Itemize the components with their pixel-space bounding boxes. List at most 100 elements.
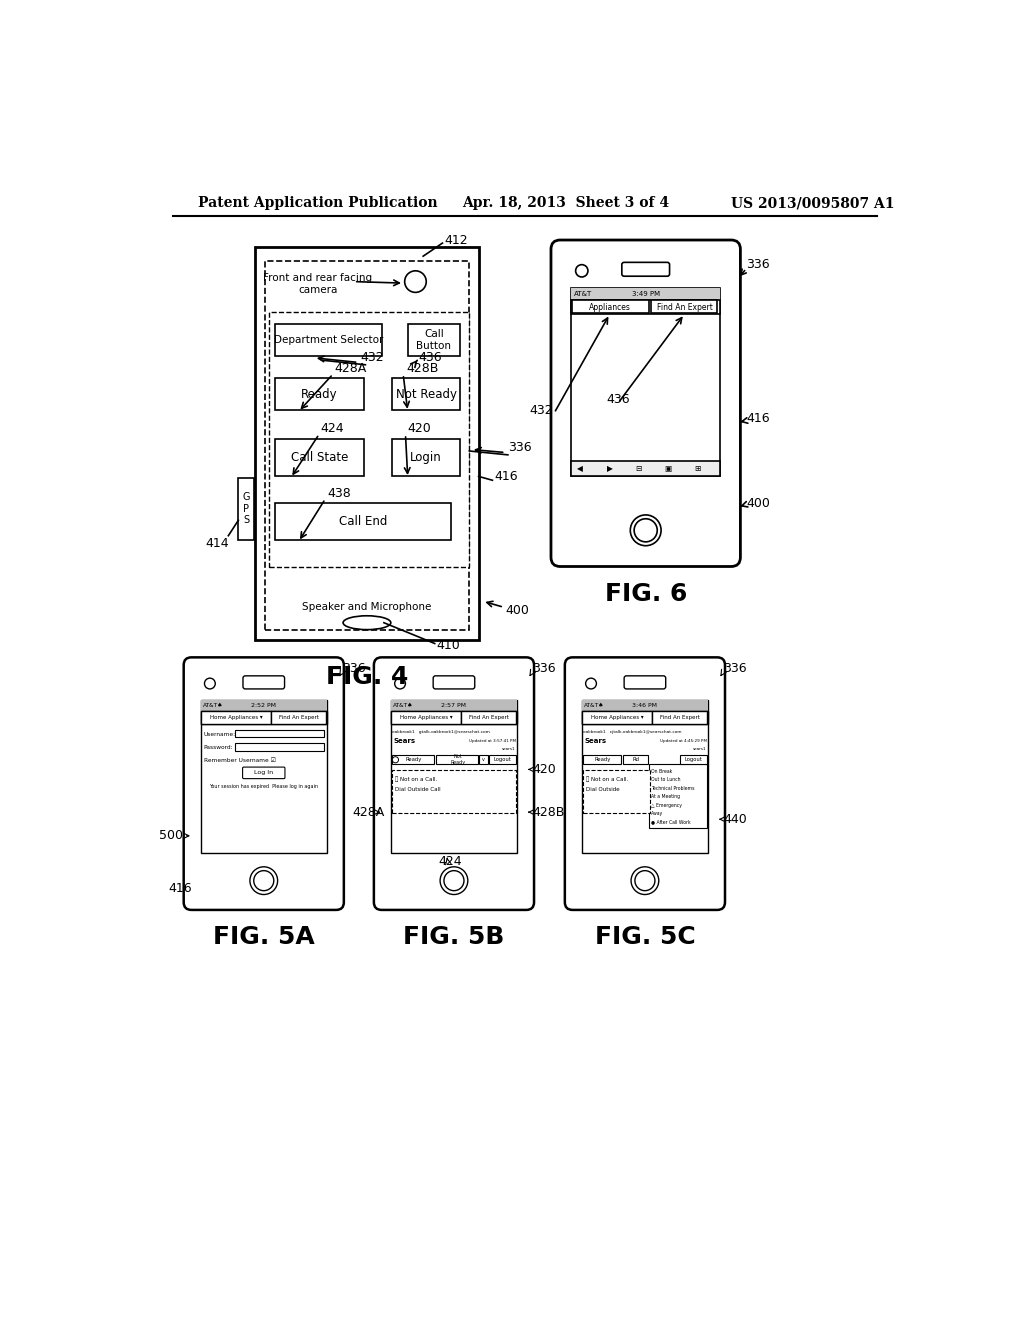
Text: Ⓝ Not on a Call.: Ⓝ Not on a Call. [395,776,437,781]
Bar [582,701,708,711]
Text: 416: 416 [168,882,191,895]
Bar [461,711,516,723]
Bar [239,478,254,540]
Text: 336: 336 [724,663,748,676]
Text: Patent Application Publication: Patent Application Publication [199,197,438,210]
Text: Login: Login [411,451,442,465]
Circle shape [394,678,406,689]
Text: Front and rear facing
camera: Front and rear facing camera [263,273,373,294]
Text: 416: 416 [746,412,770,425]
Bar [391,711,461,723]
Text: Sears: Sears [584,738,606,744]
Text: Find An Expert: Find An Expert [660,715,700,719]
Bar [489,755,515,764]
Text: 432: 432 [528,404,553,417]
Bar [651,300,717,313]
Bar [624,755,648,764]
Circle shape [634,519,657,543]
Text: FIG. 4: FIG. 4 [326,664,409,689]
Text: ⊞: ⊞ [694,465,700,473]
Bar [571,288,720,300]
Text: Speaker and Microphone: Speaker and Microphone [302,602,432,612]
Text: Sears: Sears [393,738,416,744]
Bar [201,711,270,723]
Bar [582,701,708,853]
Bar [649,764,707,828]
Text: 410: 410 [436,639,460,652]
Text: ▣: ▣ [665,465,672,473]
FancyBboxPatch shape [433,676,475,689]
Text: Out to Lunch: Out to Lunch [651,777,681,783]
Circle shape [392,756,398,763]
Bar [201,701,327,853]
Bar [582,711,652,723]
Bar [391,701,517,853]
Circle shape [444,871,464,891]
Bar [582,711,708,723]
Text: Appliances: Appliances [589,302,631,312]
FancyBboxPatch shape [183,657,344,909]
Text: 428B: 428B [532,805,565,818]
Text: Call End: Call End [339,515,387,528]
Bar [201,711,327,723]
Text: oakbrook1   gtalk.oakbrook1@searschat.com: oakbrook1 gtalk.oakbrook1@searschat.com [392,730,490,734]
Text: FIG. 5A: FIG. 5A [213,925,314,949]
Text: Home Appliances ▾: Home Appliances ▾ [591,715,643,719]
Text: Call State: Call State [291,451,348,465]
Text: Logout: Logout [684,758,702,762]
Text: 420: 420 [532,763,556,776]
Ellipse shape [343,615,391,630]
Bar [234,730,324,738]
Bar [571,288,720,477]
Bar [275,378,364,411]
Text: 400: 400 [746,496,770,510]
Text: At a Meeting: At a Meeting [651,795,680,799]
Bar [584,755,621,764]
Bar [269,313,469,566]
Text: 416: 416 [494,470,517,483]
Text: 436: 436 [419,351,442,363]
Text: Call
Button: Call Button [417,329,452,351]
FancyBboxPatch shape [374,657,535,909]
Text: On Break: On Break [651,768,673,774]
Bar [392,440,460,477]
Text: Remember Username ☑: Remember Username ☑ [204,758,275,763]
Text: FIG. 5C: FIG. 5C [595,925,695,949]
Text: 424: 424 [321,422,344,436]
Text: Ready: Ready [301,388,338,400]
Text: 428A: 428A [352,805,385,818]
Text: Home Appliances ▾: Home Appliances ▾ [399,715,453,719]
Text: Home Appliances ▾: Home Appliances ▾ [210,715,262,719]
Bar [584,770,649,813]
FancyBboxPatch shape [243,767,285,779]
Bar [392,770,515,813]
Text: ● After Call Work: ● After Call Work [651,820,691,825]
Text: Technical Problems: Technical Problems [651,785,694,791]
Text: Your session has expired  Please log in again: Your session has expired Please log in a… [209,784,318,789]
Text: 500: 500 [159,829,183,842]
Text: Logout: Logout [494,758,511,762]
Text: 428B: 428B [407,362,438,375]
Text: FIG. 5B: FIG. 5B [403,925,505,949]
Text: sears1: sears1 [693,747,707,751]
Bar [571,300,720,314]
Text: Password:: Password: [204,744,233,750]
Text: FIG. 6: FIG. 6 [604,582,687,606]
Bar [270,711,326,723]
Bar [392,378,460,411]
FancyBboxPatch shape [551,240,740,566]
Bar [680,755,707,764]
Text: 440: 440 [724,813,748,826]
Text: 428A: 428A [335,362,367,375]
Bar [571,461,720,477]
Text: Ⓝ Not on a Call.: Ⓝ Not on a Call. [587,776,629,781]
Bar [275,323,382,356]
Text: 400: 400 [506,603,529,616]
Text: G
P
S: G P S [243,492,250,525]
Text: 336: 336 [746,259,770,271]
Text: 336: 336 [532,663,556,676]
Bar [275,440,364,477]
Text: ◀: ◀ [578,465,584,473]
Bar [255,247,478,640]
Text: Updated at 3:57:41 PM: Updated at 3:57:41 PM [469,739,515,743]
